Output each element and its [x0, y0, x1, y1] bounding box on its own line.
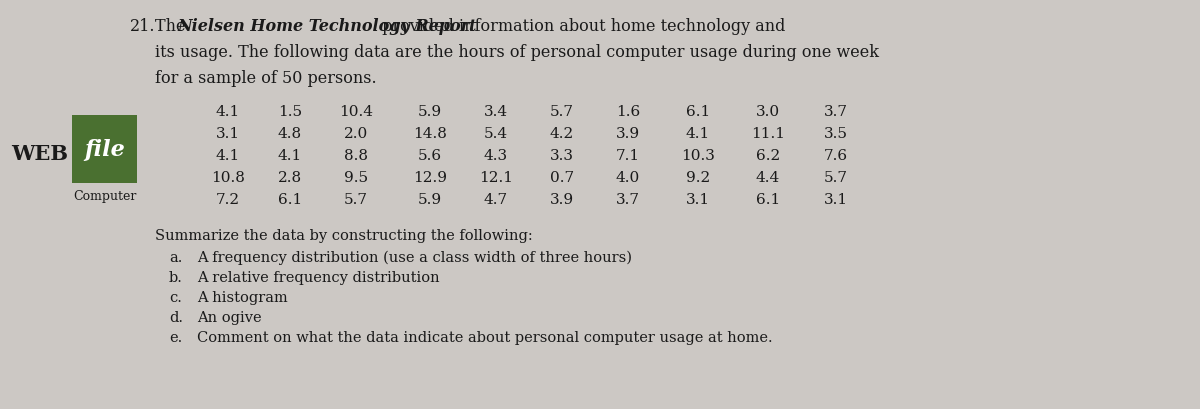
Text: The: The: [155, 18, 191, 35]
Text: 3.5: 3.5: [824, 127, 848, 141]
Text: 1.6: 1.6: [616, 105, 640, 119]
Text: 2.0: 2.0: [344, 127, 368, 141]
Text: c.: c.: [169, 290, 182, 304]
Text: 3.1: 3.1: [216, 127, 240, 141]
Text: 21.: 21.: [130, 18, 156, 35]
Text: 7.2: 7.2: [216, 193, 240, 207]
Text: 5.7: 5.7: [550, 105, 574, 119]
Text: 5.7: 5.7: [344, 193, 368, 207]
Text: A relative frequency distribution: A relative frequency distribution: [197, 270, 439, 284]
Text: WEB: WEB: [11, 144, 68, 164]
Text: 6.1: 6.1: [278, 193, 302, 207]
Bar: [72, 116, 137, 184]
Text: 5.7: 5.7: [824, 171, 848, 184]
Text: 3.9: 3.9: [616, 127, 640, 141]
Text: file: file: [84, 139, 125, 161]
Text: 4.3: 4.3: [484, 148, 508, 163]
Text: e.: e.: [169, 330, 182, 344]
Text: 3.9: 3.9: [550, 193, 574, 207]
Text: 3.1: 3.1: [686, 193, 710, 207]
Text: 4.4: 4.4: [756, 171, 780, 184]
Text: 7.6: 7.6: [824, 148, 848, 163]
Text: 5.9: 5.9: [418, 105, 442, 119]
Text: 9.2: 9.2: [686, 171, 710, 184]
Text: for a sample of 50 persons.: for a sample of 50 persons.: [155, 70, 377, 87]
Text: 12.9: 12.9: [413, 171, 446, 184]
Text: 4.1: 4.1: [686, 127, 710, 141]
Text: 6.2: 6.2: [756, 148, 780, 163]
Text: 3.7: 3.7: [824, 105, 848, 119]
Text: Comment on what the data indicate about personal computer usage at home.: Comment on what the data indicate about …: [197, 330, 773, 344]
Text: A frequency distribution (use a class width of three hours): A frequency distribution (use a class wi…: [197, 250, 632, 265]
Text: a.: a.: [169, 250, 182, 264]
Text: 0.7: 0.7: [550, 171, 574, 184]
Text: 3.7: 3.7: [616, 193, 640, 207]
Text: A histogram: A histogram: [197, 290, 288, 304]
Text: 2.8: 2.8: [278, 171, 302, 184]
Text: 5.4: 5.4: [484, 127, 508, 141]
Text: provided information about home technology and: provided information about home technolo…: [377, 18, 785, 35]
Text: 4.7: 4.7: [484, 193, 508, 207]
Text: 9.5: 9.5: [344, 171, 368, 184]
Text: 1.5: 1.5: [278, 105, 302, 119]
Text: 4.0: 4.0: [616, 171, 640, 184]
Text: 10.3: 10.3: [682, 148, 715, 163]
Text: d.: d.: [169, 310, 182, 324]
Text: 4.2: 4.2: [550, 127, 574, 141]
Text: 11.1: 11.1: [751, 127, 785, 141]
Text: 10.4: 10.4: [340, 105, 373, 119]
Text: 3.1: 3.1: [824, 193, 848, 207]
Text: Nielsen Home Technology Report: Nielsen Home Technology Report: [178, 18, 476, 35]
Text: 4.1: 4.1: [216, 105, 240, 119]
Text: 12.1: 12.1: [479, 171, 514, 184]
Text: 8.8: 8.8: [344, 148, 368, 163]
Text: 4.8: 4.8: [278, 127, 302, 141]
Text: 5.6: 5.6: [418, 148, 442, 163]
Text: 6.1: 6.1: [756, 193, 780, 207]
Text: 5.9: 5.9: [418, 193, 442, 207]
Text: its usage. The following data are the hours of personal computer usage during on: its usage. The following data are the ho…: [155, 44, 878, 61]
Text: 10.8: 10.8: [211, 171, 245, 184]
Text: Computer: Computer: [73, 189, 136, 202]
Text: 14.8: 14.8: [413, 127, 446, 141]
Text: 6.1: 6.1: [686, 105, 710, 119]
Text: 4.1: 4.1: [278, 148, 302, 163]
Text: Summarize the data by constructing the following:: Summarize the data by constructing the f…: [155, 229, 533, 243]
Text: An ogive: An ogive: [197, 310, 262, 324]
Text: 3.0: 3.0: [756, 105, 780, 119]
Text: b.: b.: [169, 270, 182, 284]
Text: 3.4: 3.4: [484, 105, 508, 119]
Text: 7.1: 7.1: [616, 148, 640, 163]
Text: 3.3: 3.3: [550, 148, 574, 163]
Text: 4.1: 4.1: [216, 148, 240, 163]
